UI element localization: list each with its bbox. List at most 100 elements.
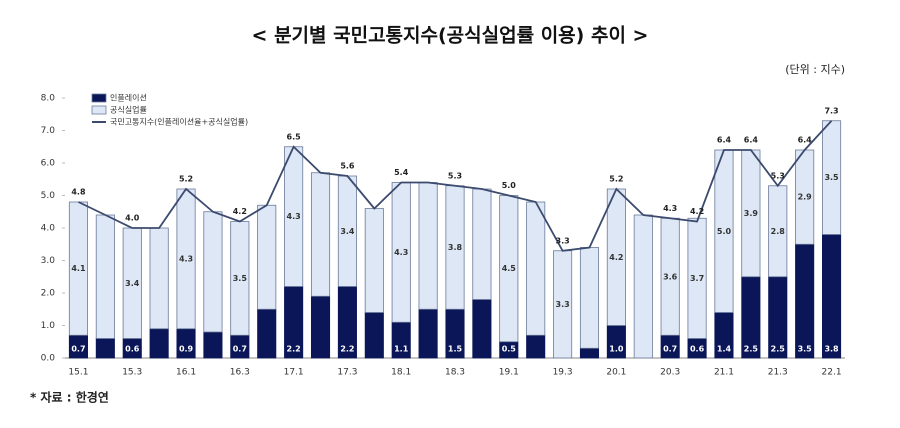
y-tick-label: 0.0: [41, 354, 56, 364]
x-tick-label: 16.3: [230, 368, 250, 378]
line-label: 5.3: [771, 171, 785, 180]
source: * 자료 : 한경연: [30, 390, 109, 405]
bar-segment: [203, 211, 223, 333]
data-label: 4.3: [287, 212, 301, 221]
line-label: 4.2: [233, 207, 247, 216]
legend-swatch: [91, 93, 107, 103]
data-label: 2.2: [340, 345, 354, 354]
x-tick-label: 17.3: [337, 368, 357, 378]
legend-label: 공식실업률: [110, 105, 147, 115]
bar-segment: [364, 208, 384, 313]
data-label: 3.7: [690, 274, 704, 283]
line-label: 4.2: [690, 207, 704, 216]
data-label: 3.6: [663, 272, 678, 281]
bar-segment: [687, 217, 707, 339]
legend-label: 인플레이션: [110, 93, 147, 103]
data-label: 3.8: [448, 243, 463, 252]
bar-segment: [579, 247, 600, 349]
bar-segment: [633, 214, 653, 359]
y-tick-label: 3.0: [41, 256, 56, 266]
bar-segment: [149, 328, 169, 359]
data-label: 0.5: [502, 345, 517, 354]
bar-segment: [310, 172, 331, 297]
bar-segment: [95, 338, 115, 359]
y-tick-label: 4.0: [41, 224, 56, 234]
bar-segment: [418, 182, 438, 310]
data-label: 1.5: [448, 345, 463, 354]
x-tick-label: 20.1: [606, 368, 626, 378]
bar-segment: [310, 295, 331, 359]
y-tick-label: 2.0: [41, 289, 56, 299]
data-label: 4.3: [179, 254, 193, 263]
x-tick-label: 18.1: [391, 368, 411, 378]
data-label: 0.9: [179, 345, 194, 354]
line-label: 5.2: [609, 175, 623, 184]
bar-segment: [203, 331, 223, 359]
bar-segment: [472, 299, 492, 359]
data-label: 3.5: [798, 345, 813, 354]
line-label: 7.3: [824, 106, 838, 115]
data-label: 0.7: [233, 345, 247, 354]
line-label: 6.5: [287, 132, 302, 141]
legend-label: 국민고통지수(인플레이션율+공식실업률): [110, 117, 248, 127]
line-label: 5.0: [502, 181, 517, 190]
bar-segment: [149, 227, 169, 330]
bar-segment: [176, 328, 196, 359]
line-label: 5.4: [394, 168, 409, 177]
bar-segment: [822, 234, 842, 359]
line-label: 6.4: [717, 136, 732, 145]
bar-segment: [472, 188, 492, 300]
bar-segment: [526, 334, 546, 359]
x-tick-label: 21.1: [714, 368, 734, 378]
data-label: 1.1: [394, 345, 409, 354]
y-tick-label: 5.0: [41, 191, 56, 201]
data-label: 4.5: [502, 264, 517, 273]
data-label: 3.4: [125, 279, 140, 288]
chart-title: < 분기별 국민고통지수(공식실업률 이용) 추이 >: [252, 25, 649, 47]
data-label: 3.3: [556, 300, 570, 309]
data-label: 1.0: [609, 345, 624, 354]
line-label: 5.3: [448, 171, 462, 180]
data-label: 1.4: [717, 345, 732, 354]
line-label: 3.3: [556, 236, 570, 245]
y-tick-label: 1.0: [41, 321, 56, 331]
legend-swatch: [91, 105, 107, 115]
x-tick-label: 22.1: [822, 368, 842, 378]
x-tick-label: 15.1: [68, 368, 88, 378]
line-label: 5.6: [340, 162, 355, 171]
bar-segment: [795, 243, 815, 359]
line-label: 5.2: [179, 175, 193, 184]
x-tick-label: 16.1: [176, 368, 196, 378]
data-label: 2.5: [744, 345, 759, 354]
data-label: 5.0: [717, 227, 732, 236]
x-tick-label: 20.3: [660, 368, 680, 378]
data-label: 3.8: [824, 345, 839, 354]
bar-segment: [364, 312, 384, 359]
bar-segment: [257, 308, 277, 359]
line-label: 4.8: [71, 188, 86, 197]
line-label: 4.3: [663, 204, 677, 213]
data-label: 3.5: [824, 173, 839, 182]
x-tick-label: 18.3: [445, 368, 465, 378]
x-tick-label: 21.3: [768, 368, 788, 378]
data-label: 3.4: [340, 227, 355, 236]
unit-label: (단위 : 지수): [785, 63, 845, 76]
data-label: 2.5: [771, 345, 786, 354]
data-label: 4.1: [71, 264, 86, 273]
line-label: 6.4: [744, 136, 759, 145]
y-tick-label: 8.0: [41, 94, 56, 104]
y-tick-label: 6.0: [41, 159, 56, 169]
line-label: 6.4: [798, 136, 813, 145]
bar-segment: [418, 308, 438, 359]
data-label: 2.9: [798, 193, 813, 202]
x-tick-label: 19.1: [499, 368, 519, 378]
bar-segment: [257, 204, 277, 310]
data-label: 0.7: [663, 345, 677, 354]
data-label: 3.9: [744, 209, 759, 218]
x-tick-label: 15.3: [122, 368, 142, 378]
data-label: 2.8: [771, 227, 786, 236]
x-tick-label: 17.1: [284, 368, 304, 378]
y-tick-label: 7.0: [41, 126, 56, 136]
bar-segment: [95, 214, 115, 339]
